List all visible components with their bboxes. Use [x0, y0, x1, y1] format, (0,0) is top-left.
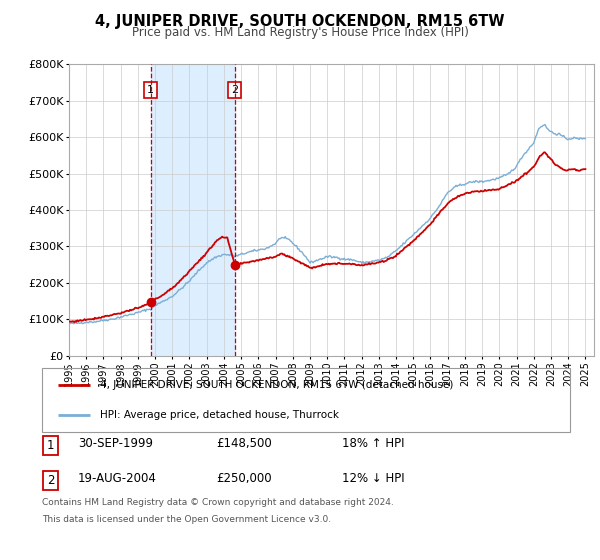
Text: 1: 1 [147, 85, 154, 95]
Text: This data is licensed under the Open Government Licence v3.0.: This data is licensed under the Open Gov… [42, 515, 331, 524]
Text: £250,000: £250,000 [216, 472, 272, 486]
Text: 18% ↑ HPI: 18% ↑ HPI [342, 437, 404, 450]
Text: Price paid vs. HM Land Registry's House Price Index (HPI): Price paid vs. HM Land Registry's House … [131, 26, 469, 39]
Text: 19-AUG-2004: 19-AUG-2004 [78, 472, 157, 486]
Text: HPI: Average price, detached house, Thurrock: HPI: Average price, detached house, Thur… [100, 410, 339, 420]
Text: 12% ↓ HPI: 12% ↓ HPI [342, 472, 404, 486]
Bar [151, 64, 235, 356]
Text: 2: 2 [47, 474, 54, 487]
Text: 2: 2 [231, 85, 238, 95]
Text: 30-SEP-1999: 30-SEP-1999 [78, 437, 153, 450]
Text: £148,500: £148,500 [216, 437, 272, 450]
Text: 4, JUNIPER DRIVE, SOUTH OCKENDON, RM15 6TW (detached house): 4, JUNIPER DRIVE, SOUTH OCKENDON, RM15 6… [100, 380, 454, 390]
Text: 4, JUNIPER DRIVE, SOUTH OCKENDON, RM15 6TW: 4, JUNIPER DRIVE, SOUTH OCKENDON, RM15 6… [95, 14, 505, 29]
Text: Contains HM Land Registry data © Crown copyright and database right 2024.: Contains HM Land Registry data © Crown c… [42, 498, 394, 507]
Text: 1: 1 [47, 438, 54, 452]
